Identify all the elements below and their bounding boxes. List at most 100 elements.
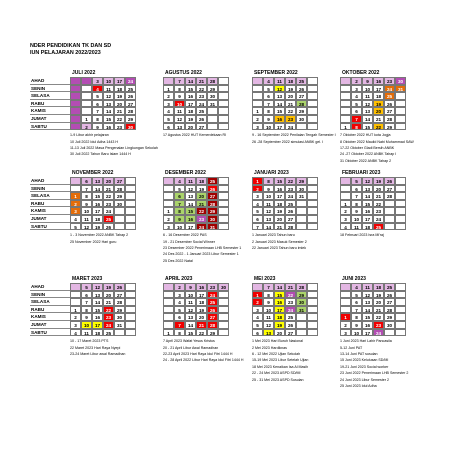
date-cell: 23	[373, 207, 384, 215]
date-cell: 24	[285, 192, 296, 200]
date-cell: 18	[362, 222, 373, 231]
event-note: 17 Agustus 2022 HUT Kemerdekaan RI	[163, 133, 227, 138]
date-cell	[395, 199, 406, 208]
date-cell	[81, 107, 92, 115]
date-cell: 10	[81, 320, 92, 329]
date-cell: 28	[207, 77, 218, 85]
date-cell: 11	[351, 222, 362, 231]
date-cell: 23	[384, 77, 395, 85]
date-cell	[395, 298, 406, 306]
date-cell: 7	[351, 192, 362, 200]
date-cell: 20	[185, 122, 196, 131]
month-grid: 2 9 16 23 30 3 10 17 24 4 11 18 25 5 12 19 26 6 13 20 27 7 14 2…	[163, 283, 263, 337]
date-cell: 3	[340, 214, 351, 223]
date-cell	[307, 313, 318, 321]
date-cell	[163, 77, 174, 85]
date-cell: 5	[163, 114, 174, 123]
day-label-senin: SENIN	[30, 85, 70, 93]
date-cell	[296, 328, 307, 337]
date-cell: 4	[252, 313, 263, 321]
date-cell	[218, 298, 229, 306]
date-cell: 31	[296, 192, 307, 200]
event-note: 9 - 16 September 2022 Penilaian Tengah S…	[252, 133, 336, 138]
date-cell	[384, 328, 395, 337]
date-cell	[340, 77, 351, 85]
date-cell	[296, 122, 307, 131]
date-cell: 27	[114, 177, 125, 185]
event-note: 1-9 Libur akhir pelajaran	[70, 133, 109, 138]
date-cell: 9	[362, 77, 373, 85]
date-cell: 13	[362, 298, 373, 306]
event-note: 1 - 3 November 2022 ANBK Tahap 2	[70, 233, 129, 238]
date-cell: 5	[174, 184, 185, 193]
date-cell: 8	[174, 84, 185, 93]
date-cell: 9	[351, 207, 362, 215]
date-cell	[307, 290, 318, 299]
date-cell: 23	[114, 122, 125, 131]
date-cell	[307, 99, 318, 108]
date-cell: 10	[351, 328, 362, 337]
month-notes: 7 Oktober 2022 HUT kota Jogja 8 Oktober 2…	[340, 132, 440, 164]
date-cell: 19	[373, 177, 384, 185]
date-cell: 24	[196, 99, 207, 108]
header-title-line1: NDER PENDIDIKAN TK DAN SD	[30, 43, 112, 49]
date-cell	[307, 283, 318, 291]
date-cell: 14	[362, 192, 373, 200]
date-cell	[125, 305, 136, 314]
event-note: 15 Juni 2023 Kelulusan SD/MI	[340, 358, 389, 363]
month-grid: 1 8 15 22 29 2 9 16 23 30 3 10 17 24 31 4 11 18 25 5 12 19 26 6…	[252, 177, 352, 231]
date-cell: 20	[103, 290, 114, 299]
date-cell: 12	[174, 114, 185, 123]
date-cell: 27	[384, 184, 395, 193]
date-cell	[125, 184, 136, 193]
date-cell: 11	[362, 92, 373, 100]
date-cell: 10	[185, 290, 196, 299]
date-cell	[252, 99, 263, 108]
date-cell	[395, 305, 406, 314]
date-cell: 4	[163, 107, 174, 115]
month-notes: 6 - 16 Desember 2022 PAS 19 - 21 Desember…	[163, 232, 263, 264]
date-cell: 26	[384, 177, 395, 185]
date-cell: 13	[362, 184, 373, 193]
date-cell	[218, 84, 229, 93]
date-cell: 23	[196, 92, 207, 100]
date-cell: 8	[174, 207, 185, 215]
date-cell	[207, 114, 218, 123]
date-cell: 7	[81, 184, 92, 193]
date-cell: 24	[285, 122, 296, 131]
date-cell: 24	[285, 305, 296, 314]
date-cell: 4	[70, 328, 81, 337]
month-block: JANUARI 2023 1 8 15 22 29 2 9 16 23 30 3 10 17 24 31 4 11…	[252, 170, 352, 251]
date-cell: 6	[351, 298, 362, 306]
date-cell: 26	[114, 283, 125, 291]
date-cell: 13	[92, 290, 103, 299]
date-cell: 25	[373, 222, 384, 231]
date-cell	[395, 92, 406, 100]
date-cell: 19	[274, 320, 285, 329]
date-cell: 20	[373, 107, 384, 115]
event-note: 10 - 17 Maret 2023 PTS	[70, 339, 109, 344]
day-label-rabu: RABU	[30, 200, 70, 208]
date-cell: 2	[70, 199, 81, 208]
date-cell: 22	[373, 313, 384, 321]
date-cell: 7	[263, 283, 274, 291]
date-cell: 27	[384, 298, 395, 306]
month-name: OKTOBER 2022	[342, 70, 380, 76]
date-cell	[70, 84, 81, 93]
date-cell	[384, 222, 395, 231]
date-cell: 10	[81, 207, 92, 215]
date-cell: 16	[92, 313, 103, 321]
date-cell: 5	[351, 290, 362, 299]
date-cell: 12	[92, 283, 103, 291]
date-cell: 4	[351, 283, 362, 291]
date-cell: 14	[185, 77, 196, 85]
date-cell: 16	[274, 298, 285, 306]
month-block: AGUSTUS 2022 7 14 21 28 1 8 15 22 29 2 9 16 23 30 3 10 17…	[163, 70, 263, 139]
date-cell: 1	[70, 305, 81, 314]
date-cell	[384, 207, 395, 215]
date-cell	[218, 122, 229, 131]
day-label-kamis: KAMIS	[30, 207, 70, 215]
date-cell: 23	[285, 184, 296, 193]
date-cell	[340, 107, 351, 115]
date-cell: 15	[274, 290, 285, 299]
